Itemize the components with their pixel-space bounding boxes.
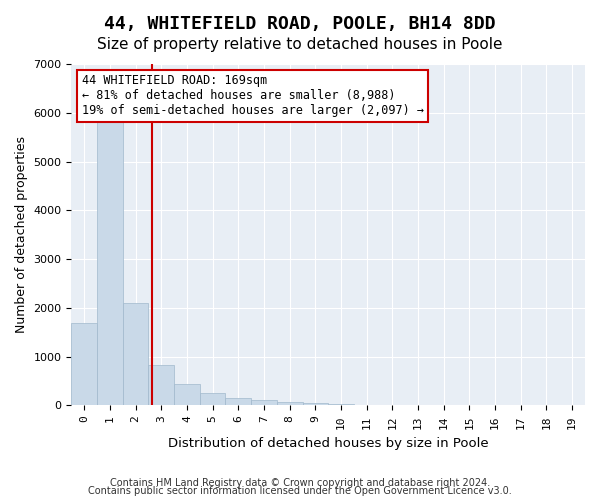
Bar — [174, 384, 200, 406]
Bar — [97, 120, 123, 406]
Bar — [148, 366, 174, 406]
Bar — [251, 400, 277, 406]
Bar — [71, 322, 97, 406]
Text: Contains HM Land Registry data © Crown copyright and database right 2024.: Contains HM Land Registry data © Crown c… — [110, 478, 490, 488]
Bar — [328, 404, 354, 406]
Bar — [123, 303, 148, 406]
Bar — [277, 402, 302, 406]
Bar — [354, 404, 380, 406]
X-axis label: Distribution of detached houses by size in Poole: Distribution of detached houses by size … — [168, 437, 488, 450]
Bar — [200, 393, 226, 406]
Bar — [226, 398, 251, 406]
Text: 44, WHITEFIELD ROAD, POOLE, BH14 8DD: 44, WHITEFIELD ROAD, POOLE, BH14 8DD — [104, 15, 496, 33]
Text: Contains public sector information licensed under the Open Government Licence v3: Contains public sector information licen… — [88, 486, 512, 496]
Y-axis label: Number of detached properties: Number of detached properties — [15, 136, 28, 333]
Text: 44 WHITEFIELD ROAD: 169sqm
← 81% of detached houses are smaller (8,988)
19% of s: 44 WHITEFIELD ROAD: 169sqm ← 81% of deta… — [82, 74, 424, 117]
Bar — [302, 403, 328, 406]
Text: Size of property relative to detached houses in Poole: Size of property relative to detached ho… — [97, 38, 503, 52]
